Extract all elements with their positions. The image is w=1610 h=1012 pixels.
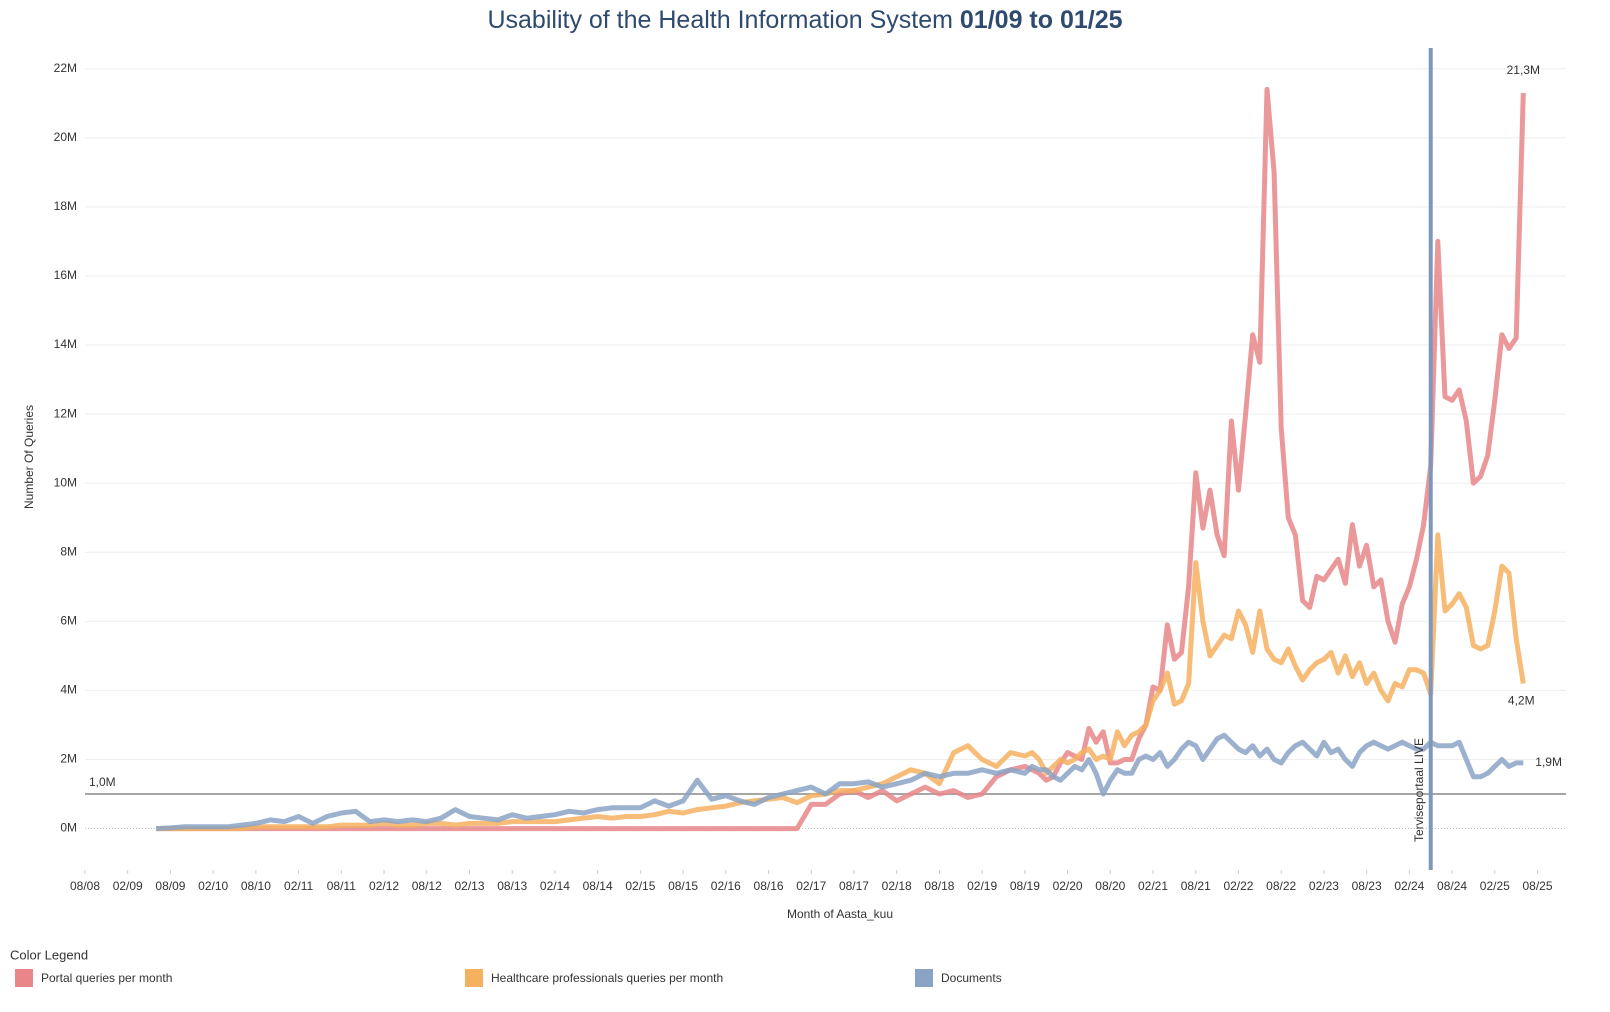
x-tick-label: 08/09 <box>155 879 185 893</box>
y-tick-label: 10M <box>54 475 77 489</box>
y-axis-label: Number Of Queries <box>22 405 36 509</box>
x-tick-label: 08/14 <box>583 879 613 893</box>
x-tick-label: 02/19 <box>967 879 997 893</box>
x-tick-label: 08/12 <box>412 879 442 893</box>
x-axis-label: Month of Aasta_kuu <box>787 907 893 921</box>
x-tick-label: 02/11 <box>284 879 313 893</box>
x-tick-label: 02/21 <box>1138 879 1168 893</box>
chart-title: Usability of the Health Information Syst… <box>487 6 1122 34</box>
title-range: 01/09 to 01/25 <box>960 6 1123 34</box>
x-tick-label: 02/09 <box>113 879 143 893</box>
x-tick-label: 02/23 <box>1309 879 1339 893</box>
series-line <box>156 732 1524 832</box>
x-tick-label: 02/17 <box>796 879 826 893</box>
y-tick-label: 22M <box>54 61 77 75</box>
legend-label: Healthcare professionals queries per mon… <box>491 971 723 985</box>
y-tick-label: 6M <box>60 613 77 627</box>
x-tick-label: 02/20 <box>1053 879 1083 893</box>
x-tick-label: 08/21 <box>1181 879 1211 893</box>
x-tick-label: 08/16 <box>754 879 784 893</box>
x-tick-label: 08/19 <box>1010 879 1040 893</box>
x-tick-label: 08/13 <box>497 879 527 893</box>
y-tick-label: 8M <box>60 544 77 558</box>
title-main: Usability of the Health Information Syst… <box>487 6 952 34</box>
y-tick-label: 14M <box>54 337 77 351</box>
series-line <box>156 86 1526 832</box>
x-tick-label: 02/15 <box>625 879 655 893</box>
legend-label: Documents <box>941 971 1002 985</box>
y-tick-label: 4M <box>60 683 77 697</box>
x-tick-label: 08/17 <box>839 879 869 893</box>
x-tick-label: 08/08 <box>70 879 100 893</box>
data-label: 1,9M <box>1535 755 1562 769</box>
data-label: 4,2M <box>1508 694 1535 708</box>
x-tick-label: 08/11 <box>327 879 356 893</box>
legend-swatch <box>465 969 483 987</box>
x-tick-label: 02/22 <box>1223 879 1253 893</box>
reference-label: Terviseportaal LIVE <box>1412 738 1426 842</box>
legend-label: Portal queries per month <box>41 971 172 985</box>
x-tick-label: 02/13 <box>454 879 484 893</box>
y-tick-label: 2M <box>60 752 77 766</box>
y-tick-label: 12M <box>54 406 77 420</box>
legend-swatch <box>915 969 933 987</box>
y-tick-label: 0M <box>60 821 77 835</box>
x-tick-label: 02/25 <box>1480 879 1510 893</box>
x-tick-label: 02/12 <box>369 879 399 893</box>
x-tick-label: 08/15 <box>668 879 698 893</box>
y-tick-label: 20M <box>54 130 77 144</box>
x-tick-label: 08/24 <box>1437 879 1467 893</box>
x-tick-label: 08/25 <box>1523 879 1553 893</box>
data-label: 21,3M <box>1507 63 1540 77</box>
x-tick-label: 02/14 <box>540 879 570 893</box>
x-tick-label: 08/20 <box>1095 879 1125 893</box>
x-tick-label: 08/18 <box>924 879 954 893</box>
x-tick-label: 02/10 <box>198 879 228 893</box>
x-tick-label: 02/16 <box>711 879 741 893</box>
y-tick-label: 18M <box>54 199 77 213</box>
x-tick-label: 08/23 <box>1352 879 1382 893</box>
series-line <box>156 532 1526 832</box>
reference-label: 1,0M <box>89 775 116 789</box>
x-tick-label: 02/24 <box>1394 879 1424 893</box>
y-tick-label: 16M <box>54 268 77 282</box>
legend-title: Color Legend <box>10 947 88 962</box>
legend-swatch <box>15 969 33 987</box>
x-tick-label: 08/22 <box>1266 879 1296 893</box>
x-tick-label: 08/10 <box>241 879 271 893</box>
x-tick-label: 02/18 <box>882 879 912 893</box>
